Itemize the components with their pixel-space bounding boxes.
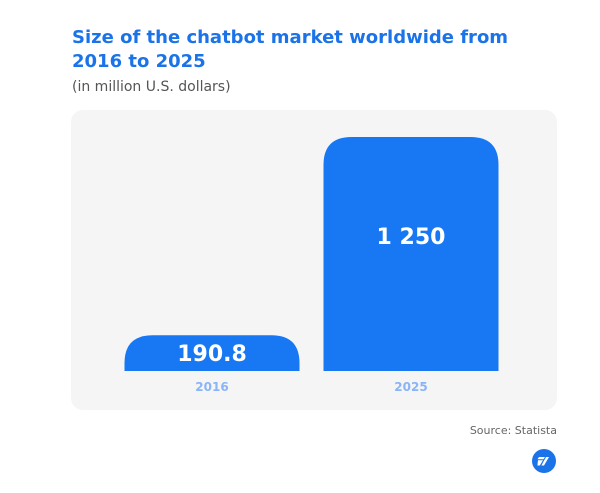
chart-title: Size of the chatbot market worldwide fro…: [72, 27, 509, 72]
x-tick-label-2025: 2025: [394, 380, 427, 394]
x-tick-label-2016: 2016: [195, 380, 228, 394]
bar-2016: [124, 335, 300, 371]
chart-subtitle: (in million U.S. dollars): [72, 79, 231, 95]
data-label-2025: 1 250: [377, 225, 446, 250]
data-label-2016: 190.8: [177, 342, 247, 367]
brand-logo-icon: [532, 449, 556, 473]
chart-panel: 190.8 2016 1 250 2025: [71, 110, 557, 410]
source-note: Source: Statista: [469, 424, 557, 437]
bar-2025: [323, 137, 499, 371]
bar-chart: 190.8 2016 1 250 2025: [124, 137, 499, 394]
